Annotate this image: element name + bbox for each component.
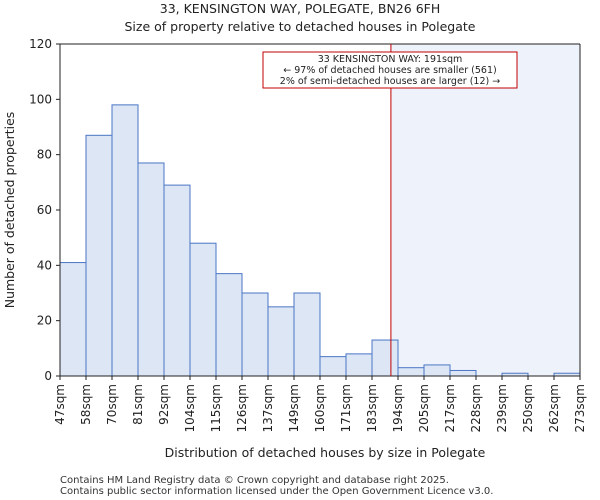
x-tick-label-137sqm: 137sqm bbox=[261, 384, 275, 432]
bar-126sqm bbox=[241, 292, 269, 377]
footer-line-1: Contains HM Land Registry data © Crown c… bbox=[60, 475, 449, 486]
y-tick-label-60: 60 bbox=[37, 203, 52, 217]
x-tick-label-160sqm: 160sqm bbox=[313, 384, 327, 432]
bar-205sqm bbox=[423, 364, 451, 377]
annotation-line1: 33 KENSINGTON WAY: 191sqm bbox=[318, 54, 463, 65]
x-tick-label-58sqm: 58sqm bbox=[79, 384, 93, 425]
bar-70sqm bbox=[111, 104, 139, 377]
x-tick-label-171sqm: 171sqm bbox=[339, 384, 353, 432]
x-tick-label-104sqm: 104sqm bbox=[183, 384, 197, 432]
x-tick-label-47sqm: 47sqm bbox=[53, 384, 67, 425]
plot-area: 0 20 40 60 80 100 120 47sqm 58sqm 70sqm 81sqm 92sqm… bbox=[29, 37, 587, 432]
x-tick-label-70sqm: 70sqm bbox=[105, 384, 119, 425]
bar-171sqm bbox=[345, 353, 373, 377]
x-tick-label-92sqm: 92sqm bbox=[157, 384, 171, 425]
x-tick-label-149sqm: 149sqm bbox=[287, 384, 301, 432]
y-tick-label-20: 20 bbox=[37, 314, 52, 328]
bar-104sqm bbox=[189, 242, 217, 377]
x-tick-label-183sqm: 183sqm bbox=[365, 384, 379, 432]
x-tick-label-205sqm: 205sqm bbox=[417, 384, 431, 432]
x-tick-label-239sqm: 239sqm bbox=[495, 384, 509, 432]
y-axis-label: Number of detached properties bbox=[2, 112, 17, 309]
chart-subtitle: Size of property relative to detached ho… bbox=[124, 19, 475, 34]
y-tick-label-120: 120 bbox=[29, 37, 52, 51]
x-tick-label-126sqm: 126sqm bbox=[235, 384, 249, 432]
bar-115sqm bbox=[215, 273, 243, 377]
annotation-line3: 2% of semi-detached houses are larger (1… bbox=[280, 76, 500, 87]
footer-line-2: Contains public sector information licen… bbox=[60, 486, 493, 497]
x-axis-label: Distribution of detached houses by size … bbox=[165, 445, 486, 460]
x-tick-label-250sqm: 250sqm bbox=[521, 384, 535, 432]
bar-92sqm bbox=[163, 184, 191, 377]
bar-149sqm bbox=[293, 292, 321, 377]
x-tick-label-262sqm: 262sqm bbox=[547, 384, 561, 432]
y-tick-label-40: 40 bbox=[37, 258, 52, 272]
x-tick-label-194sqm: 194sqm bbox=[391, 384, 405, 432]
annotation-box bbox=[262, 51, 518, 89]
bar-137sqm bbox=[267, 306, 295, 377]
bar-47sqm bbox=[59, 262, 87, 377]
x-tick-label-273sqm: 273sqm bbox=[573, 384, 587, 432]
bar-217sqm bbox=[449, 369, 477, 377]
x-tick-label-115sqm: 115sqm bbox=[209, 384, 223, 432]
y-tick-label-0: 0 bbox=[44, 369, 52, 383]
bar-183sqm bbox=[371, 339, 399, 377]
bar-160sqm bbox=[319, 356, 347, 377]
y-tick-label-100: 100 bbox=[29, 92, 52, 106]
y-tick-label-80: 80 bbox=[37, 148, 52, 162]
highlight-region bbox=[390, 44, 580, 376]
x-tick-label-217sqm: 217sqm bbox=[443, 384, 457, 432]
bar-58sqm bbox=[85, 134, 113, 377]
annotation-line2: ← 97% of detached houses are smaller (56… bbox=[283, 65, 496, 76]
x-tick-label-228sqm: 228sqm bbox=[469, 384, 483, 432]
bar-194sqm bbox=[397, 367, 425, 377]
x-tick-label-81sqm: 81sqm bbox=[131, 384, 145, 425]
bar-81sqm bbox=[137, 162, 165, 377]
chart-title: 33, KENSINGTON WAY, POLEGATE, BN26 6FH bbox=[160, 1, 440, 16]
